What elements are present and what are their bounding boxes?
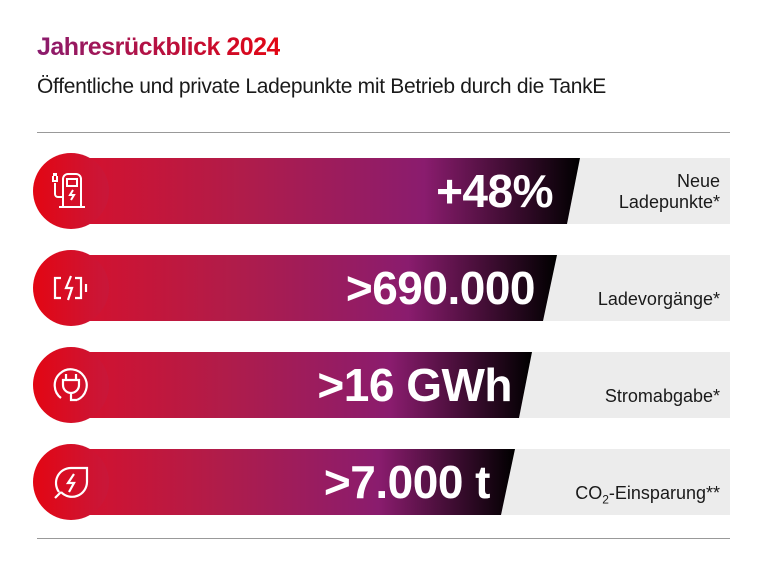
label-box — [540, 255, 730, 321]
stat-label-line2: Ladepunkte* — [618, 192, 720, 212]
stat-value: +48% — [436, 165, 553, 217]
label-co: CO — [575, 483, 603, 503]
stat-value: >16 GWh — [317, 359, 512, 411]
label-box — [500, 449, 730, 515]
stat-label: Ladevorgänge* — [597, 289, 720, 309]
stat-value: >7.000 t — [323, 456, 491, 508]
stat-bar — [60, 158, 580, 224]
icon-circle — [33, 444, 109, 520]
stat-row-charging-sessions: >690.000 Ladevorgänge* — [0, 248, 768, 328]
label-box — [560, 158, 730, 224]
icon-circle — [33, 250, 109, 326]
stat-row-new-charging-points: +48% Neue Ladepunkte* — [0, 151, 768, 231]
label-subscript: 2 — [602, 492, 609, 507]
top-divider — [37, 132, 730, 133]
icon-circle — [33, 153, 109, 229]
stat-label-line1: Neue — [676, 171, 720, 191]
stat-bar — [60, 352, 532, 418]
label-box — [516, 352, 730, 418]
stat-bar — [60, 255, 557, 321]
stat-row-energy-output: >16 GWh Stromabgabe* — [0, 345, 768, 425]
bottom-divider — [37, 538, 730, 539]
stat-value: >690.000 — [345, 262, 536, 314]
page-title: Jahresrückblick 2024 — [37, 33, 280, 61]
leaf-lightning-icon — [54, 466, 89, 499]
charging-station-icon — [52, 173, 85, 208]
icon-circle — [33, 347, 109, 423]
plug-icon — [53, 368, 88, 402]
label-suffix: -Einsparung** — [608, 483, 720, 503]
stat-label: CO2-Einsparung** — [575, 483, 720, 511]
stat-label: Stromabgabe* — [604, 386, 720, 406]
battery-charging-icon — [53, 275, 88, 301]
stat-row-co2-savings: >7.000 t CO2-Einsparung** — [0, 442, 768, 522]
page-subtitle: Öffentliche und private Ladepunkte mit B… — [37, 75, 606, 98]
stat-bar — [60, 449, 515, 515]
stat-label: Neue Ladepunkte* — [619, 171, 720, 213]
